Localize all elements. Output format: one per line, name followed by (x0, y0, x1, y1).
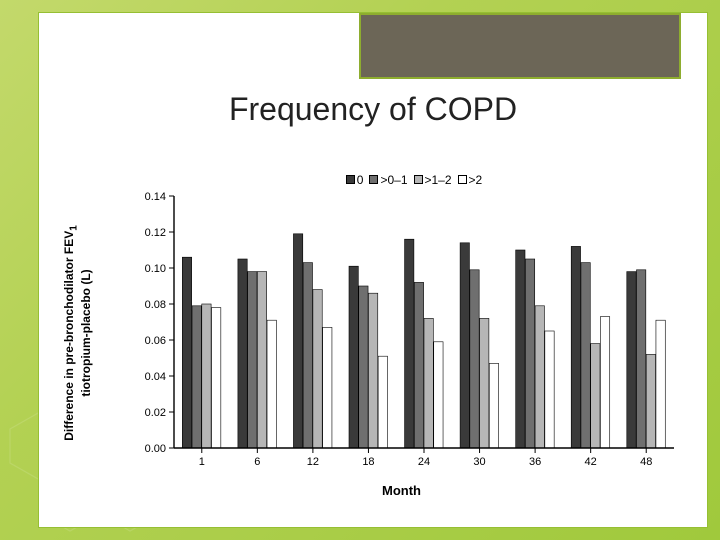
bar (303, 263, 312, 448)
bar (600, 317, 609, 448)
ylabel-sub: 1 (68, 225, 79, 231)
bar (480, 318, 489, 448)
bar (656, 320, 665, 448)
bar (424, 318, 433, 448)
svg-text:24: 24 (418, 456, 430, 468)
svg-text:0.06: 0.06 (145, 335, 166, 347)
chart-svg: 0.00 0.02 0.04 0.06 0.08 0.10 0.12 0.14 1 6 12 18 24… (119, 168, 684, 478)
bar (182, 257, 191, 448)
title-band (359, 13, 681, 79)
svg-text:0.00: 0.00 (145, 443, 166, 455)
svg-text:6: 6 (254, 456, 260, 468)
bar (535, 306, 544, 448)
content-panel: Frequency of COPD Difference in pre-bron… (38, 12, 708, 528)
bar (202, 304, 211, 448)
svg-text:0.14: 0.14 (145, 191, 166, 203)
bar (591, 344, 600, 448)
bar (368, 293, 377, 448)
bar (516, 250, 525, 448)
bar (525, 259, 534, 448)
bar (460, 243, 469, 448)
svg-text:30: 30 (473, 456, 485, 468)
y-axis-label: Difference in pre-bronchodilator FEV1 ti… (63, 168, 93, 498)
bar (646, 354, 655, 448)
ylabel-line2: tiotropium-placebo (L) (79, 269, 93, 396)
bar (257, 272, 266, 448)
bar (212, 308, 221, 448)
bar (434, 342, 443, 448)
chart: 0.00 0.02 0.04 0.06 0.08 0.10 0.12 0.14 1 6 12 18 24… (119, 168, 684, 498)
slide-root: Frequency of COPD Difference in pre-bron… (0, 0, 720, 540)
bar (248, 272, 257, 448)
svg-text:12: 12 (307, 456, 319, 468)
svg-text:0.02: 0.02 (145, 407, 166, 419)
bar (489, 363, 498, 448)
bar (359, 286, 368, 448)
svg-text:1: 1 (199, 456, 205, 468)
bar (414, 282, 423, 448)
svg-text:0.04: 0.04 (145, 371, 166, 383)
bar (238, 259, 247, 448)
bar (192, 306, 201, 448)
bar (293, 234, 302, 448)
bar (545, 331, 554, 448)
bar (378, 356, 387, 448)
bar (627, 272, 636, 448)
ylabel-line1: Difference in pre-bronchodilator FEV (62, 231, 76, 441)
slide-title: Frequency of COPD (39, 91, 707, 128)
bar (581, 263, 590, 448)
svg-text:18: 18 (362, 456, 374, 468)
bar (267, 320, 276, 448)
x-axis-label: Month (119, 483, 684, 498)
bar (637, 270, 646, 448)
svg-text:0.12: 0.12 (145, 227, 166, 239)
svg-text:0.08: 0.08 (145, 299, 166, 311)
svg-text:42: 42 (585, 456, 597, 468)
svg-text:0.10: 0.10 (145, 263, 166, 275)
svg-text:36: 36 (529, 456, 541, 468)
bar (313, 290, 322, 448)
bar (470, 270, 479, 448)
bar (323, 327, 332, 448)
svg-text:48: 48 (640, 456, 652, 468)
bar (349, 266, 358, 448)
bar (571, 246, 580, 448)
bar (405, 239, 414, 448)
